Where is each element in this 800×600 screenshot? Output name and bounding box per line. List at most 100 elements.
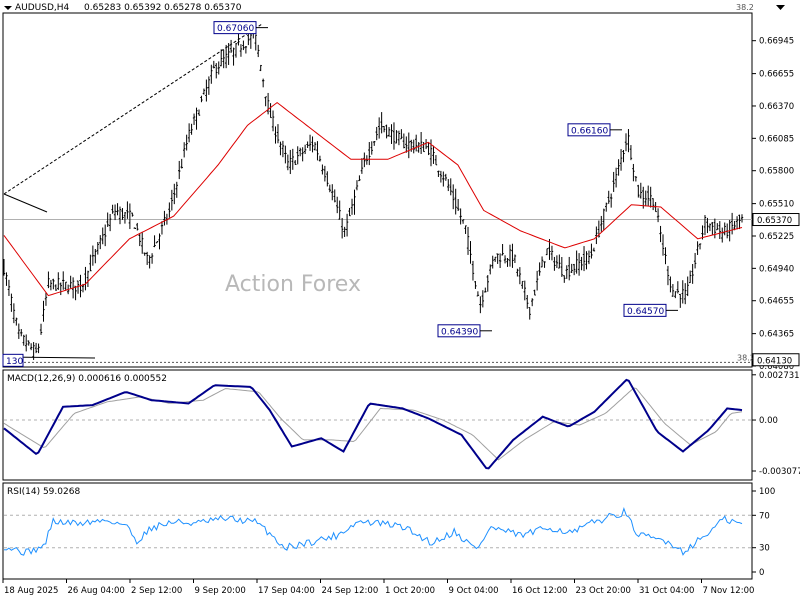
fibo-level-top: 38.2 xyxy=(736,3,754,12)
price-bar xyxy=(323,165,327,182)
price-bar xyxy=(281,140,285,158)
price-bar xyxy=(37,343,40,354)
price-bar xyxy=(691,264,694,284)
price-bar xyxy=(138,233,141,247)
price-bar xyxy=(580,256,583,271)
price-bar xyxy=(664,247,667,265)
price-axis-label: 0.66945 xyxy=(759,37,794,47)
price-bar xyxy=(661,234,665,256)
price-bar xyxy=(338,200,341,220)
price-bar xyxy=(533,289,536,296)
price-bar xyxy=(617,159,620,176)
rsi-axis-label: 70 xyxy=(759,511,770,521)
price-bar xyxy=(693,252,697,269)
price-bar xyxy=(452,184,455,210)
price-bar xyxy=(308,134,312,151)
price-bar xyxy=(498,253,502,269)
annotation-box xyxy=(2,353,24,367)
price-bar xyxy=(266,92,270,115)
price-bar xyxy=(686,276,689,297)
current-price-tag-box xyxy=(752,213,800,227)
price-bar xyxy=(461,219,465,224)
price-bar xyxy=(395,130,398,144)
price-bar xyxy=(257,44,260,58)
price-bar xyxy=(269,103,272,119)
price-bar xyxy=(333,189,336,203)
price-bar xyxy=(493,256,497,262)
price-bar xyxy=(224,44,228,69)
price-bar xyxy=(229,39,233,53)
price-bar xyxy=(575,250,578,274)
price-bar xyxy=(27,340,30,346)
price-bar xyxy=(474,281,477,289)
price-bar xyxy=(644,190,647,207)
macd-label: MACD(12,26,9) 0.000616 0.000552 xyxy=(7,374,167,384)
price-bar xyxy=(582,246,586,272)
price-bar xyxy=(326,171,329,187)
price-bar xyxy=(577,253,581,276)
price-bar xyxy=(442,171,445,187)
price-bar xyxy=(565,265,568,279)
price-bar xyxy=(133,227,137,230)
ohlc-values: 0.65283 0.65392 0.65278 0.65370 xyxy=(84,3,242,13)
price-bar xyxy=(716,223,719,231)
price-bar xyxy=(528,307,531,320)
price-bar xyxy=(459,208,462,225)
price-bar xyxy=(195,107,198,130)
price-bar xyxy=(286,154,290,171)
price-bar xyxy=(592,247,596,252)
price-bar xyxy=(602,208,605,231)
price-bar xyxy=(669,276,672,293)
price-bar xyxy=(118,206,122,225)
price-bar xyxy=(444,173,448,181)
price-bar xyxy=(101,227,104,245)
price-bar xyxy=(706,217,709,234)
price-bar xyxy=(29,343,33,351)
price-bar xyxy=(298,147,302,157)
price-panel-frame xyxy=(2,12,753,368)
macd-panel-frame xyxy=(2,369,753,481)
price-bar xyxy=(405,136,408,153)
price-bar xyxy=(116,203,119,216)
price-bar xyxy=(227,43,230,65)
price-bar xyxy=(296,146,299,165)
price-bar xyxy=(696,241,699,255)
price-bar xyxy=(22,334,25,346)
price-bar xyxy=(632,163,635,182)
price-axis-label: 0.64365 xyxy=(759,330,794,340)
price-bar xyxy=(481,290,485,308)
price-bar xyxy=(259,64,262,72)
chart-menu-arrow-icon[interactable] xyxy=(776,5,785,10)
price-bar xyxy=(605,202,608,212)
price-bar xyxy=(318,155,322,162)
price-axis-label: 0.66370 xyxy=(759,102,794,112)
price-bar xyxy=(222,49,225,69)
price-bar xyxy=(42,300,45,322)
rsi-line xyxy=(3,507,743,556)
price-bar xyxy=(345,213,349,237)
price-bar xyxy=(76,280,80,294)
rsi-label: RSI(14) 59.0268 xyxy=(7,487,80,497)
price-bar xyxy=(671,284,675,297)
price-bar xyxy=(94,248,97,264)
price-bar xyxy=(666,265,670,286)
price-bar xyxy=(47,271,50,289)
macd-signal-line xyxy=(3,387,743,461)
symbol-dropdown-icon[interactable] xyxy=(4,6,12,10)
rsi-indicator: 100 70 30 0 xyxy=(3,487,775,578)
price-bar xyxy=(513,254,517,264)
price-bar xyxy=(148,255,151,269)
price-bar xyxy=(733,220,736,231)
price-bar xyxy=(279,141,282,156)
price-bar xyxy=(311,136,314,153)
price-bar xyxy=(649,186,652,208)
price-bar xyxy=(718,221,721,240)
price-bar xyxy=(232,47,235,66)
price-bar xyxy=(210,64,213,84)
price-bar xyxy=(96,241,99,255)
price-bar xyxy=(20,329,23,337)
price-bar xyxy=(123,212,127,224)
trend-line-dashed xyxy=(3,23,263,195)
price-bar xyxy=(111,204,114,214)
